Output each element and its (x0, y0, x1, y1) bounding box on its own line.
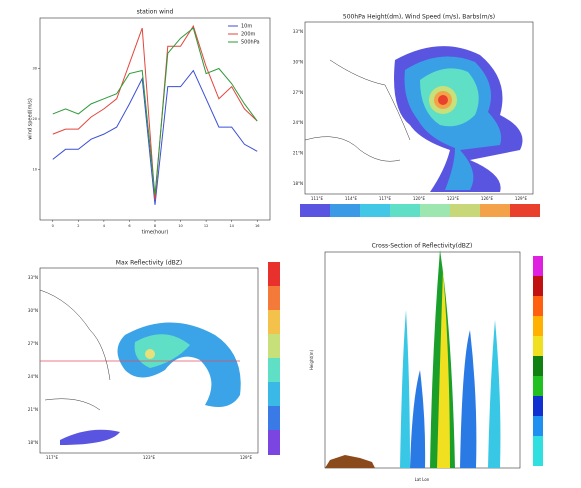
cross-section (324, 250, 543, 469)
x-tick-label: 4 (103, 224, 106, 228)
legend-label: 200m (241, 32, 256, 38)
echo-column (400, 310, 410, 468)
line (52, 24, 258, 200)
echo-column (437, 270, 450, 468)
colorbar (268, 262, 280, 455)
x-tick-label: 10 (178, 224, 182, 228)
colorbar (533, 256, 543, 466)
lon-label: 114°E (345, 196, 358, 201)
x-axis-label: Lat Lon (415, 477, 430, 482)
lon-label: 117°E (46, 455, 59, 460)
lon-label: 111°E (311, 196, 324, 201)
x-tick-label: 12 (204, 224, 208, 228)
echo-column (410, 370, 426, 468)
terrain (325, 455, 375, 468)
colorbar (300, 204, 540, 217)
lat-label: 24°N (28, 374, 38, 379)
lat-label: 30°N (28, 308, 38, 313)
lon-label: 120°E (413, 196, 426, 201)
x-tick-label: 16 (255, 224, 259, 228)
y-axis-label: Height(m) (309, 349, 314, 370)
lat-label: 33°N (293, 29, 303, 34)
echo-column (488, 320, 501, 468)
lon-label: 123°E (143, 455, 156, 460)
wind-core (438, 95, 448, 105)
map-reflectivity (39, 262, 280, 455)
lat-label: 21°N (28, 407, 38, 412)
coastline (304, 59, 411, 162)
y-tick-label: 20 (33, 117, 37, 121)
echo-column (460, 330, 477, 468)
lat-label: 24°N (293, 120, 303, 125)
x-axis-label: time(hour) (142, 230, 169, 236)
chart-title: station wind (137, 9, 174, 16)
lat-label: 18°N (28, 440, 38, 445)
lat-label: 30°N (293, 59, 303, 64)
x-tick-label: 6 (128, 224, 130, 228)
x-tick-label: 0 (52, 224, 54, 228)
x-tick-label: 8 (154, 224, 156, 228)
echo-area (134, 334, 190, 368)
map-500hpa (300, 21, 540, 217)
lat-label: 18°N (293, 181, 303, 186)
line (52, 69, 258, 205)
coastline (39, 289, 111, 411)
legend-label: 500hPa (241, 40, 260, 46)
lon-label: 126°E (481, 196, 494, 201)
panel-title: Cross-Section of Reflectivity(dBZ) (372, 243, 473, 250)
lon-label: 123°E (447, 196, 460, 201)
y-tick-label: 10 (33, 168, 37, 172)
lon-label: 129°E (515, 196, 528, 201)
lat-label: 33°N (28, 275, 38, 280)
panel-title: 500hPa Height(dm), Wind Speed (m/s), Bar… (343, 14, 495, 21)
legend-label: 10m (241, 24, 252, 30)
y-axis-label: wind speed(m/s) (28, 98, 34, 140)
x-tick-label: 2 (77, 224, 79, 228)
lon-label: 129°E (240, 455, 253, 460)
y-tick-label: 30 (33, 67, 37, 71)
x-tick-label: 14 (229, 224, 234, 228)
line (52, 27, 258, 195)
panel-title: Max Reflectivity (dBZ) (116, 260, 182, 267)
echo-core (145, 349, 155, 359)
lat-label: 21°N (293, 151, 303, 156)
lat-label: 27°N (293, 90, 303, 95)
lon-label: 117°E (379, 196, 392, 201)
echo-area (60, 429, 120, 445)
lat-label: 27°N (28, 341, 38, 346)
